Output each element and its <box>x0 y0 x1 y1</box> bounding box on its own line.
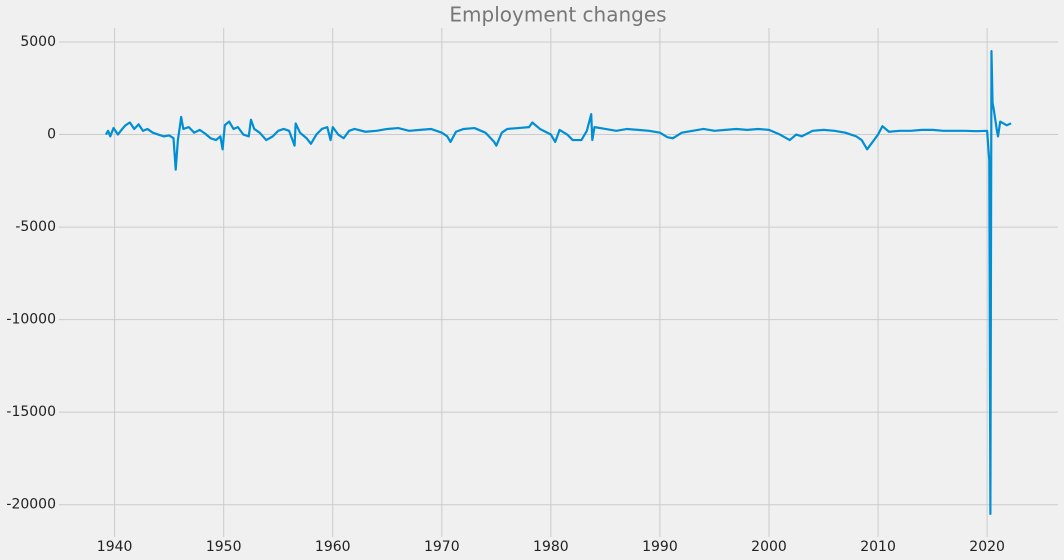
x-tick-label: 2000 <box>751 539 787 555</box>
x-tick-label: 1950 <box>206 539 242 555</box>
x-tick-label: 2010 <box>860 539 896 555</box>
y-tick-label: 5000 <box>20 34 56 50</box>
data-line <box>104 50 1012 515</box>
y-tick-label: -10000 <box>6 312 56 328</box>
x-tick-label: 1970 <box>424 539 460 555</box>
y-tick-label: -20000 <box>6 497 56 513</box>
x-tick-label: 1980 <box>533 539 569 555</box>
x-tick-label: 1940 <box>97 539 133 555</box>
x-tick-label: 1960 <box>315 539 351 555</box>
y-tick-label: -5000 <box>15 219 56 235</box>
x-tick-label: 1990 <box>642 539 678 555</box>
chart-title: Employment changes <box>449 3 666 27</box>
y-tick-label: -15000 <box>6 404 56 420</box>
y-tick-label: 0 <box>47 127 56 143</box>
x-tick-label: 2020 <box>969 539 1005 555</box>
